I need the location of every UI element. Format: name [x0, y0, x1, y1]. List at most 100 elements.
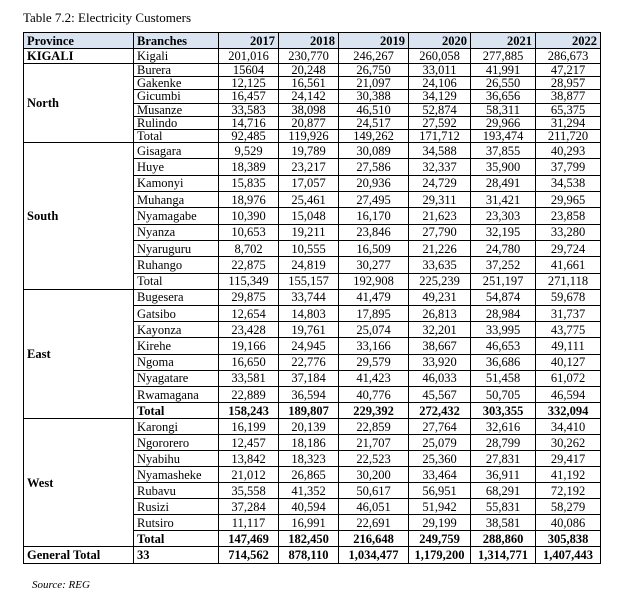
value-cell: 216,648: [338, 530, 409, 548]
value-cell: 182,450: [278, 530, 339, 548]
value-cell: 36,911: [470, 466, 536, 484]
value-cell: 13,842: [218, 450, 279, 468]
branch-cell: Total: [133, 530, 219, 548]
branch-cell: Kamonyi: [133, 174, 219, 193]
value-cell: 201,016: [218, 48, 279, 64]
value-cell: 46,510: [338, 102, 409, 117]
value-cell: 27,790: [408, 223, 471, 241]
value-cell: 10,555: [278, 239, 339, 258]
value-cell: 29,199: [408, 514, 471, 532]
value-cell: 18,323: [278, 450, 339, 468]
value-cell: 16,509: [338, 239, 409, 258]
branch-cell: Huye: [133, 158, 219, 176]
value-cell: 29,965: [535, 191, 601, 209]
value-cell: 15,048: [278, 207, 339, 225]
value-cell: 16,561: [278, 76, 339, 91]
value-cell: 50,617: [338, 482, 409, 500]
branch-cell: Rulindo: [133, 115, 219, 130]
value-cell: 41,991: [470, 62, 536, 78]
value-cell: 36,594: [278, 385, 339, 404]
value-cell: 1,034,477: [338, 546, 409, 565]
value-cell: 46,594: [535, 385, 601, 404]
value-cell: 22,875: [218, 256, 279, 274]
value-cell: 26,813: [408, 304, 471, 323]
column-header: Branches: [133, 32, 219, 49]
value-cell: 29,724: [535, 239, 601, 258]
value-cell: 33,744: [278, 288, 339, 306]
value-cell: 59,678: [535, 288, 601, 306]
total-row: Total 92,485 119,926 149,262 171,712 193,474 2…: [24, 128, 601, 144]
value-cell: 58,311: [470, 102, 536, 117]
value-cell: 37,284: [218, 498, 279, 516]
value-cell: 16,199: [218, 418, 279, 436]
table-title: Table 7.2: Electricity Customers: [23, 10, 192, 25]
value-cell: 28,799: [470, 434, 536, 452]
value-cell: 46,051: [338, 498, 409, 516]
branch-cell: Musanze: [133, 102, 219, 117]
value-cell: 24,780: [470, 239, 536, 258]
value-cell: 19,789: [278, 142, 339, 160]
branch-cell: Nyaruguru: [133, 239, 219, 258]
table-row: Gakenke 12,125 16,561 21,097 24,106 26,550 28,…: [24, 76, 601, 91]
value-cell: 38,667: [408, 337, 471, 355]
value-cell: 51,458: [470, 369, 536, 387]
table-row: Nyamasheke 21,012 26,865 30,200 33,464 36,911…: [24, 466, 601, 484]
source-note: Source: REG: [32, 579, 90, 591]
value-cell: 25,461: [278, 191, 339, 209]
value-cell: 31,737: [535, 304, 601, 323]
value-cell: 15604: [218, 62, 279, 78]
value-cell: 16,457: [218, 89, 279, 104]
value-cell: 29,966: [470, 115, 536, 130]
value-cell: 30,200: [338, 466, 409, 484]
value-cell: 229,392: [338, 402, 409, 420]
table-row: Gicumbi 16,457 24,142 30,388 34,129 36,656 38,…: [24, 89, 601, 104]
value-cell: 14,803: [278, 304, 339, 323]
table-row: Nyanza 10,653 19,211 23,846 27,790 32,195 33,2…: [24, 223, 601, 241]
value-cell: 155,157: [278, 272, 339, 290]
total-row: Total 147,469 182,450 216,648 249,759 288,860…: [24, 530, 601, 548]
value-cell: 251,197: [470, 272, 536, 290]
column-header: 2020: [408, 32, 471, 49]
value-cell: 18,976: [218, 191, 279, 209]
value-cell: 12,654: [218, 304, 279, 323]
value-cell: 1,179,200: [408, 546, 471, 565]
value-cell: 19,761: [278, 321, 339, 339]
value-cell: 11,117: [218, 514, 279, 532]
value-cell: 46,653: [470, 337, 536, 355]
value-cell: 22,691: [338, 514, 409, 532]
value-cell: 56,951: [408, 482, 471, 500]
column-header: 2018: [278, 32, 339, 49]
value-cell: 23,858: [535, 207, 601, 225]
branch-cell: Nyamagabe: [133, 207, 219, 225]
value-cell: 9,529: [218, 142, 279, 160]
value-cell: 20,139: [278, 418, 339, 436]
value-cell: 25,074: [338, 321, 409, 339]
value-cell: 28,491: [470, 174, 536, 193]
value-cell: 46,033: [408, 369, 471, 387]
value-cell: 10,653: [218, 223, 279, 241]
value-cell: 29,311: [408, 191, 471, 209]
table-row: North Burera 15604 20,248 26,750 33,011 41,991…: [23, 62, 601, 144]
province-cell: KIGALI: [23, 48, 134, 64]
value-cell: 8,702: [218, 239, 279, 258]
branch-cell: Rwamagana: [133, 385, 219, 404]
value-cell: 225,239: [408, 272, 471, 290]
value-cell: 27,831: [470, 450, 536, 468]
value-cell: 211,720: [535, 128, 601, 144]
value-cell: 40,127: [535, 353, 601, 371]
value-cell: 37,252: [470, 256, 536, 274]
table-row: Rulindo 14,716 20,877 24,517 27,592 29,966 31,…: [24, 115, 601, 130]
value-cell: 65,375: [535, 102, 601, 117]
branch-cell: Kirehe: [133, 337, 219, 355]
value-cell: 28,957: [535, 76, 601, 91]
value-cell: 34,588: [408, 142, 471, 160]
branch-cell: Gisagara: [133, 142, 219, 160]
table-row: KIGALI Kigali 201,016 230,770 246,267 260,058…: [23, 48, 601, 64]
value-cell: 30,089: [338, 142, 409, 160]
value-cell: 24,517: [338, 115, 409, 130]
value-cell: 878,110: [278, 546, 339, 565]
value-cell: 271,118: [535, 272, 601, 290]
value-cell: 32,337: [408, 158, 471, 176]
value-cell: 41,192: [535, 466, 601, 484]
value-cell: 158,243: [218, 402, 279, 420]
